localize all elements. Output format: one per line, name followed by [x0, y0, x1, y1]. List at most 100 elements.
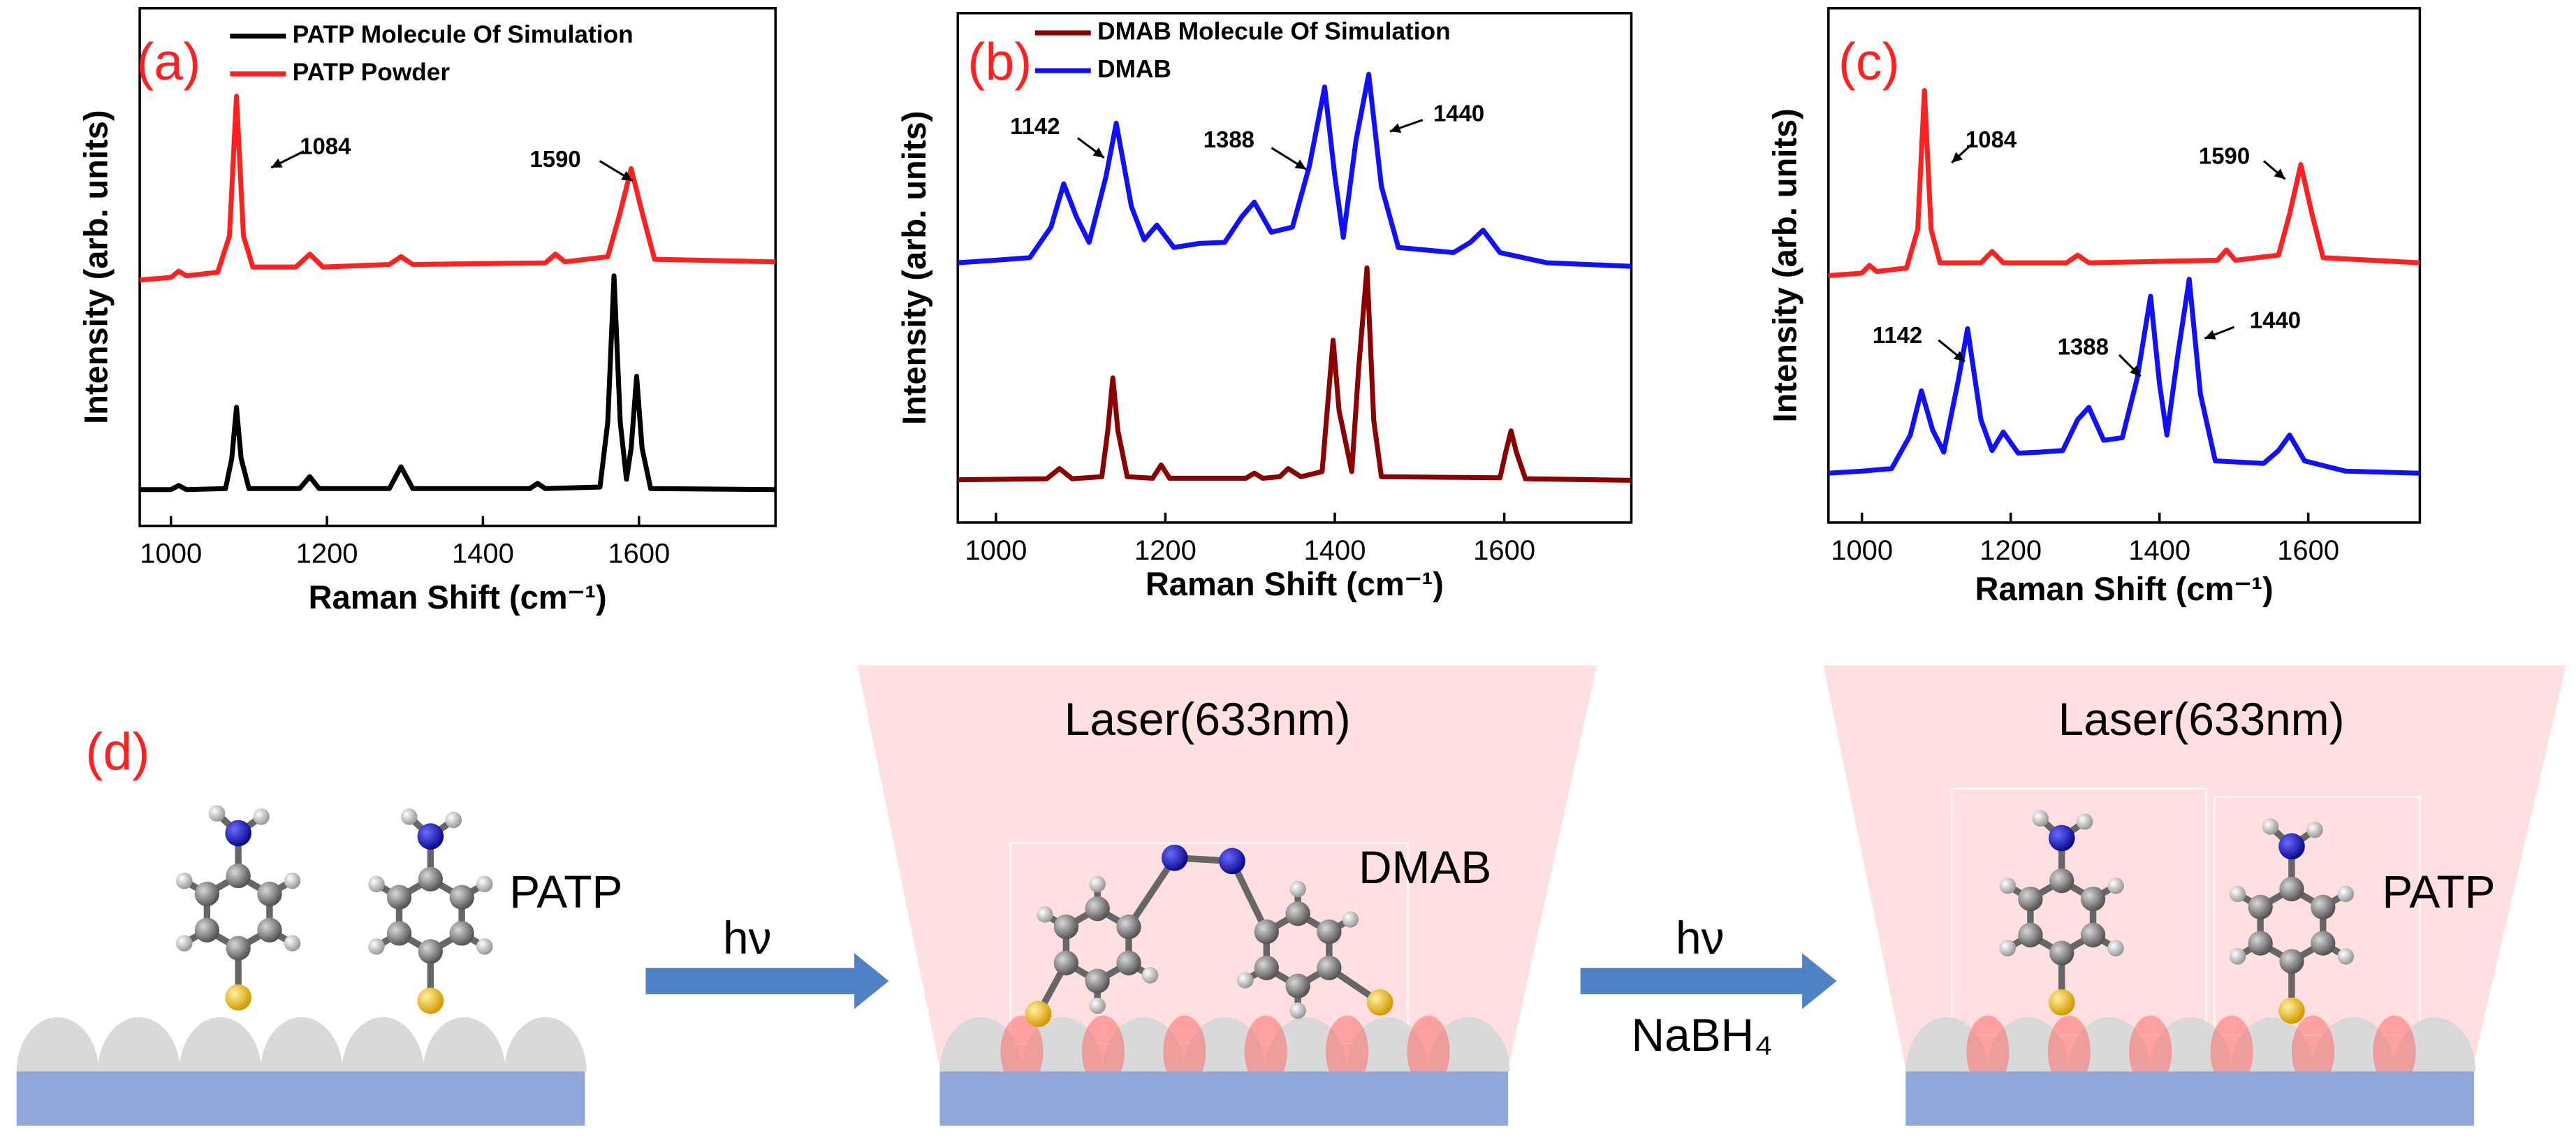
arrow-head	[1294, 159, 1306, 170]
atom	[1089, 997, 1106, 1015]
atom	[2107, 940, 2124, 957]
atom	[1219, 848, 1245, 875]
atom	[1289, 880, 1306, 898]
atom	[2311, 894, 2336, 920]
atom	[1089, 875, 1106, 893]
atom	[2278, 997, 2305, 1024]
hot-spot	[2291, 1015, 2335, 1088]
x-tick-label: 1600	[1473, 535, 1535, 566]
panel-label: (a)	[136, 32, 200, 91]
legend-label: PATP Molecule Of Simulation	[293, 21, 634, 48]
reagent-label: NaBH₄	[1632, 1009, 1773, 1061]
hot-spot	[1966, 1015, 2010, 1088]
hot-spot	[1163, 1015, 1206, 1088]
hot-spot	[2129, 1015, 2172, 1088]
arrow-head	[1389, 123, 1402, 133]
x-tick-label: 1000	[1831, 535, 1893, 566]
spectrum-line	[958, 71, 1632, 269]
atom	[368, 875, 385, 893]
peak-label: 1388	[1203, 126, 1254, 152]
atom	[1285, 901, 1310, 927]
peak-label: 1084	[300, 133, 351, 159]
atom	[1116, 950, 1141, 975]
atom	[1366, 989, 1393, 1016]
atom	[284, 935, 301, 952]
atom	[2262, 818, 2279, 835]
x-tick-label: 1400	[452, 538, 514, 569]
atom	[208, 805, 226, 822]
atom	[225, 984, 251, 1011]
spectrum-line	[1828, 88, 2420, 279]
atom	[1053, 914, 1079, 940]
substrate	[16, 1071, 585, 1126]
gold-particle	[98, 1017, 180, 1072]
hot-spot	[1081, 1015, 1125, 1088]
atom	[2080, 886, 2106, 912]
atom	[2229, 885, 2246, 903]
atom	[2279, 949, 2304, 974]
spectrum-line	[1828, 277, 2420, 476]
atom	[2337, 948, 2355, 965]
atom	[2337, 885, 2355, 903]
arrow-head	[1952, 152, 1963, 163]
atom	[2032, 810, 2049, 827]
spectrum-line	[140, 273, 776, 493]
atom	[1254, 919, 1279, 945]
arrow-head	[1092, 147, 1104, 158]
hot-spot	[1244, 1015, 1287, 1088]
substrate	[939, 1071, 1509, 1126]
atom	[1116, 914, 1141, 940]
atom	[284, 872, 301, 889]
atom	[1053, 950, 1079, 975]
atom	[253, 808, 270, 825]
atom	[1342, 911, 1359, 928]
atom	[2048, 989, 2075, 1016]
molecule-label: DMAB	[1359, 841, 1491, 893]
arrow-head	[621, 170, 633, 181]
atom	[386, 885, 412, 910]
arrow-head	[2204, 330, 2216, 340]
plot-frame	[956, 12, 1633, 524]
panel-label: (d)	[85, 722, 149, 781]
atom	[257, 881, 282, 907]
light-label: hν	[723, 912, 772, 964]
hot-spot	[1326, 1015, 1369, 1088]
atom	[2306, 821, 2323, 838]
atom	[1289, 1002, 1306, 1019]
x-tick-label: 1600	[608, 538, 670, 569]
atom	[449, 885, 474, 910]
y-axis-title: Intensity (arb. units)	[78, 110, 115, 424]
peak-label: 1590	[2199, 143, 2250, 168]
gold-particle	[342, 1017, 424, 1072]
atom	[1037, 906, 1053, 923]
atom	[2080, 922, 2106, 947]
panel-label: (b)	[967, 32, 1032, 91]
atom	[368, 938, 385, 955]
x-axis-title: Raman Shift (cm⁻¹)	[1146, 565, 1444, 602]
atom	[226, 936, 251, 961]
peak-label: 1440	[1433, 100, 1484, 126]
atom	[418, 939, 443, 964]
atom	[176, 872, 193, 889]
spectrum-line	[139, 94, 776, 283]
peak-label: 1142	[1010, 113, 1060, 139]
panel-label: (c)	[1838, 32, 1900, 91]
atom	[1025, 1001, 1052, 1027]
substrate	[1905, 1071, 2475, 1126]
scheme	[16, 665, 2566, 1126]
atom	[1085, 896, 1110, 922]
x-axis-title: Raman Shift (cm⁻¹)	[1975, 570, 2274, 607]
laser-label: Laser(633nm)	[1064, 693, 1351, 745]
atom	[1236, 972, 1254, 989]
arrow-head	[2274, 168, 2285, 180]
x-tick-label: 1600	[2277, 535, 2339, 566]
hot-spot	[2210, 1015, 2253, 1088]
atom	[2018, 886, 2043, 912]
arrow-head	[1953, 351, 1965, 362]
atom	[1999, 940, 2017, 957]
atom	[1085, 968, 1110, 994]
atom	[2311, 931, 2336, 956]
molecule-label: PATP	[509, 866, 622, 917]
atom	[1254, 955, 1279, 980]
